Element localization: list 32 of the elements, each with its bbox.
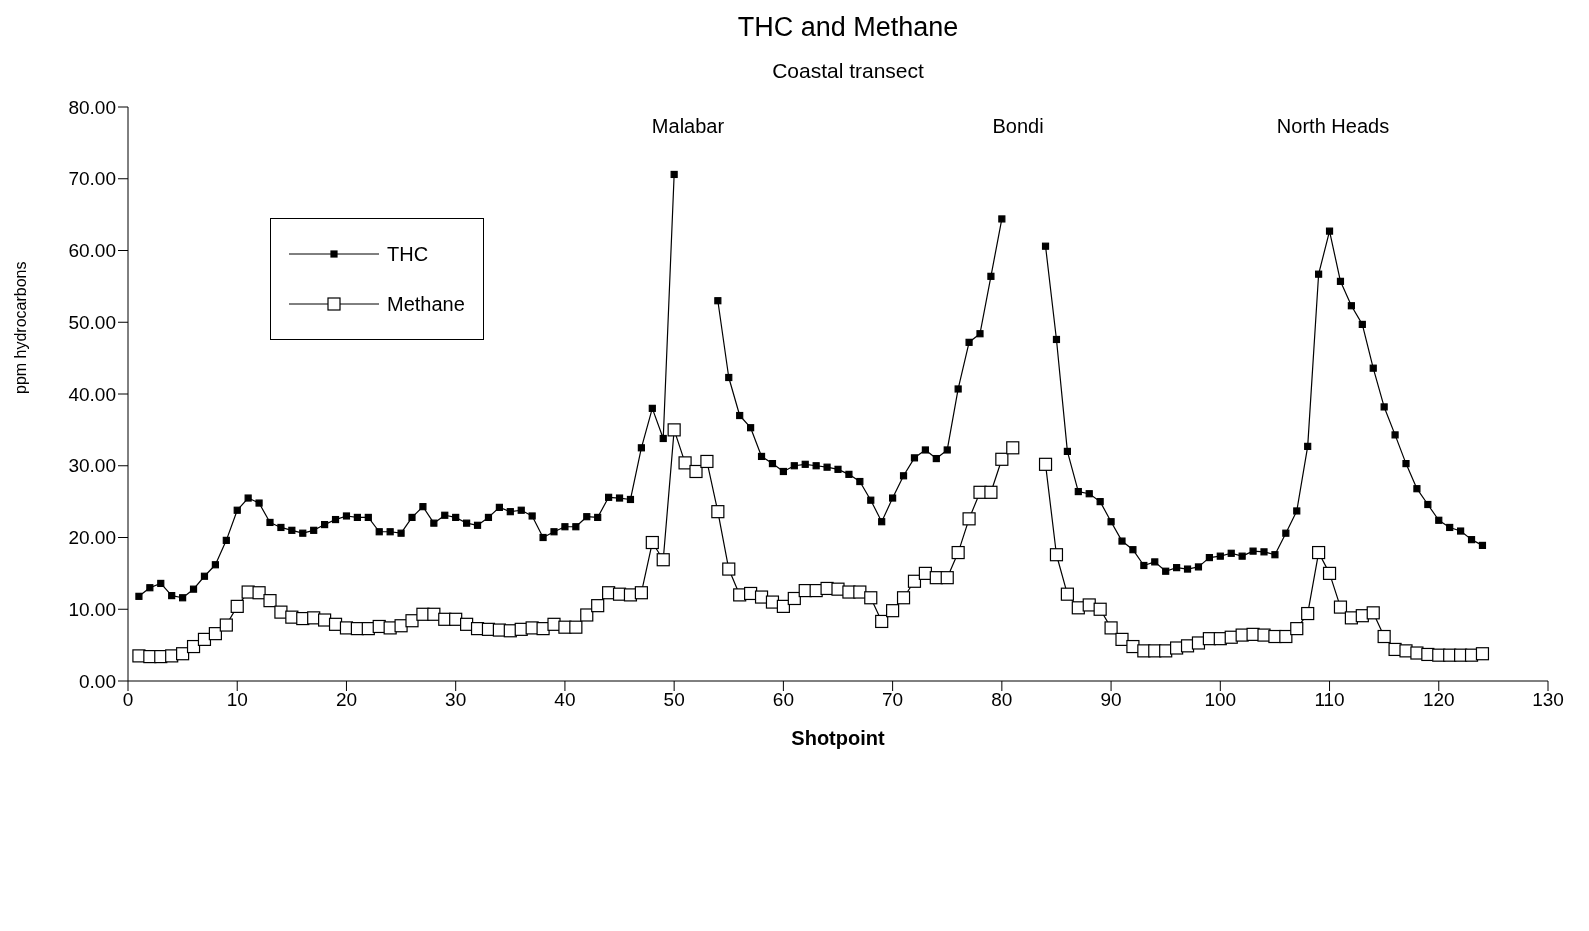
y-axis-title: ppm hydrocarbons <box>11 261 29 394</box>
legend-label: Methane <box>387 292 465 316</box>
x-tick-label: 0 <box>122 689 134 711</box>
annotation: North Heads <box>1276 115 1390 137</box>
x-tick-label: 10 <box>226 689 248 711</box>
x-tick-label: 130 <box>1532 689 1564 711</box>
chart-title: THC and Methane <box>736 11 960 43</box>
chart-subtitle: Coastal transect <box>771 59 925 83</box>
x-tick-label: 100 <box>1204 689 1237 711</box>
annotation: Bondi <box>992 115 1044 137</box>
legend-label: THC <box>387 242 429 266</box>
x-tick-label: 90 <box>1100 689 1122 711</box>
y-tick-label: 0.00 <box>79 670 116 692</box>
x-tick-label: 110 <box>1314 689 1345 711</box>
x-tick-label: 40 <box>554 689 576 711</box>
x-tick-label: 30 <box>445 689 467 711</box>
x-axis-title: Shotpoint <box>791 727 885 749</box>
y-tick-label: 80.00 <box>68 96 116 118</box>
x-tick-label: 120 <box>1422 689 1455 711</box>
y-tick-label: 20.00 <box>68 527 116 549</box>
x-tick-label: 60 <box>772 689 794 711</box>
x-tick-label: 80 <box>991 689 1013 711</box>
x-tick-label: 70 <box>882 689 904 711</box>
y-tick-label: 70.00 <box>68 168 116 190</box>
y-tick-label: 30.00 <box>68 455 116 477</box>
y-tick-label: 50.00 <box>68 311 116 333</box>
x-tick-label: 20 <box>335 689 358 711</box>
y-tick-label: 60.00 <box>68 240 116 262</box>
x-tick-label: 50 <box>663 689 685 711</box>
annotation: Malabar <box>651 115 725 137</box>
y-tick-label: 10.00 <box>68 598 116 620</box>
y-tick-label: 40.00 <box>68 383 116 405</box>
